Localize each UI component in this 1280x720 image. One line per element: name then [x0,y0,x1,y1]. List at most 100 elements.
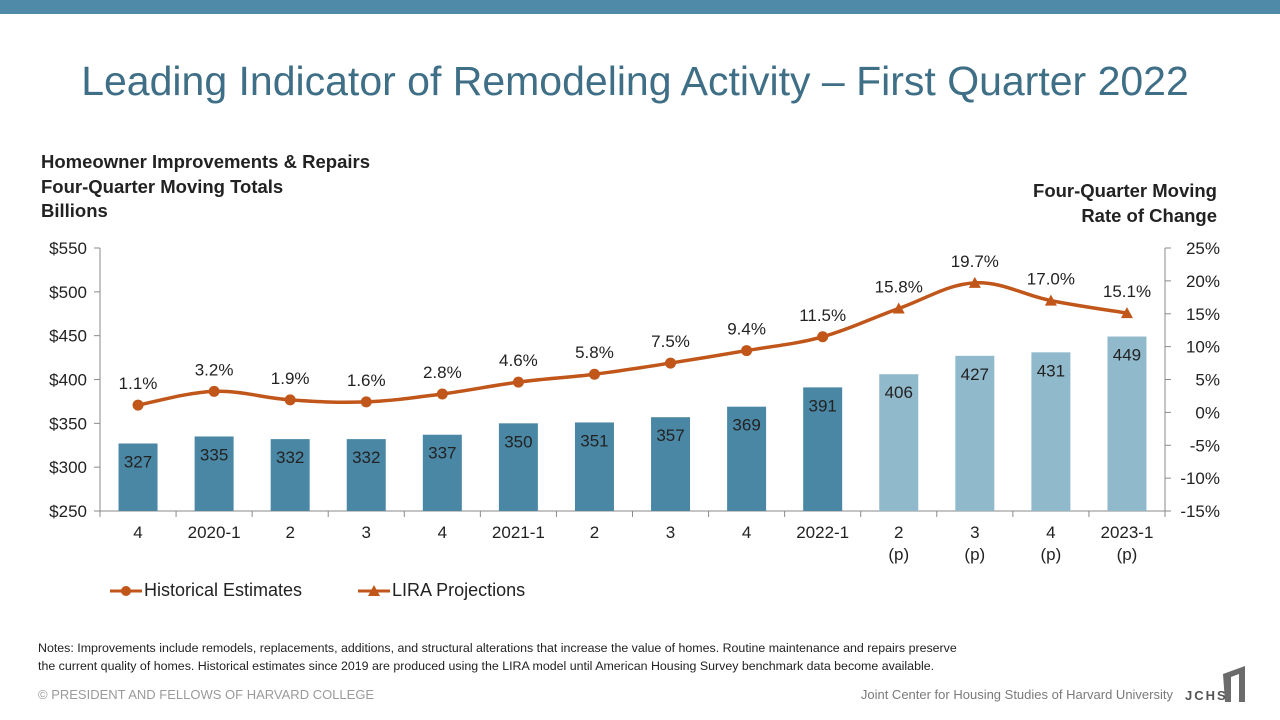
bar-value-label: 327 [124,452,152,471]
x-axis-category-label: 4 [742,523,751,542]
bar-value-label: 431 [1037,361,1065,380]
right-axis-tick-label: 15% [1186,305,1220,324]
historical-marker [817,331,829,343]
bar [422,434,462,511]
x-axis-category-label: 2021-1 [492,523,545,542]
bar-value-label: 335 [200,445,228,464]
projection-marker [968,276,981,288]
left-axis-tick-label: $550 [49,239,87,258]
notes-line1: Notes: Improvements include remodels, re… [38,641,957,655]
legend-item-historical: Historical Estimates [110,580,302,601]
x-axis-category-label: 2 [285,523,294,542]
rate-value-label: 4.6% [499,351,538,370]
historical-marker [436,388,448,400]
rate-value-label: 11.5% [799,306,846,325]
x-axis-category-label: 4 [133,523,142,542]
bar [574,422,614,511]
x-axis-category-label: 3 [362,523,371,542]
rate-value-label: 17.0% [1027,270,1075,289]
x-axis-category-label: 4 [1046,523,1055,542]
historical-marker [512,376,524,388]
left-axis-title-line2: Four-Quarter Moving Totals [41,175,284,197]
bar [118,443,158,511]
right-axis-tick-label: 20% [1186,272,1220,291]
chart-legend: Historical Estimates LIRA Projections [110,580,525,601]
right-axis-tick-label: -15% [1180,502,1220,521]
bar-value-label: 449 [1113,346,1141,365]
left-axis-tick-label: $500 [49,283,87,302]
legend-line-circle-icon [110,585,142,596]
right-axis-tick-label: 10% [1186,338,1220,357]
right-axis-title: Four-Quarter Moving Rate of Change [1033,179,1217,228]
bar-value-label: 332 [276,448,304,467]
legend-line-triangle-icon [358,584,391,596]
jchs-logo-text: JCHS [1185,688,1228,703]
left-axis-tick-label: $450 [49,327,87,346]
rate-value-label: 5.8% [575,343,614,362]
historical-marker [208,385,220,397]
bar [955,355,995,511]
x-axis-category-label: (p) [1117,545,1138,564]
historical-marker [132,399,144,411]
x-axis-category-label: 3 [666,523,675,542]
jchs-house-logo-icon [1223,666,1245,702]
rate-value-label: 2.8% [423,363,462,382]
historical-marker [741,345,753,357]
x-axis-category-label: (p) [1041,545,1062,564]
rate-value-label: 1.9% [271,369,310,388]
left-axis-tick-label: $400 [49,371,87,390]
right-axis-tick-label: 25% [1186,239,1220,258]
x-axis-category-label: 2 [894,523,903,542]
bar-value-label: 332 [352,448,380,467]
right-axis-title-line2: Rate of Change [1081,204,1217,226]
bar [1031,352,1071,511]
rate-value-label: 7.5% [651,332,690,351]
historical-marker [284,394,296,406]
bar-value-label: 350 [504,432,532,451]
bar [803,387,843,511]
x-axis-category-label: 2022-1 [796,523,849,542]
rate-of-change-line [137,281,1128,407]
footer-organization: Joint Center for Housing Studies of Harv… [860,687,1173,702]
right-axis-tick-label: -5% [1190,436,1220,455]
historical-marker [360,396,372,408]
bar-value-label: 406 [885,383,913,402]
legend-item-projections: LIRA Projections [358,580,525,601]
bar [727,406,767,511]
left-axis-title-line1: Homeowner Improvements & Repairs [41,151,370,172]
bar-value-label: 357 [656,426,684,445]
footer-copyright: © PRESIDENT AND FELLOWS OF HARVARD COLLE… [38,687,375,702]
left-axis-tick-label: $250 [49,502,87,521]
bar [1107,336,1147,511]
left-axis-title-line3: Billions [41,200,108,221]
rate-value-label: 9.4% [727,320,766,339]
x-axis-category-label: (p) [888,545,909,564]
bar [270,439,310,511]
x-axis-category-label: 2020-1 [188,523,241,542]
bar [194,436,234,511]
left-axis-tick-label: $300 [49,458,87,477]
historical-marker [665,357,677,369]
bar-value-label: 391 [808,396,836,415]
rate-value-label: 1.1% [119,374,158,393]
right-axis-title-line1: Four-Quarter Moving [1033,180,1217,201]
chart-notes: Notes: Improvements include remodels, re… [38,639,1168,675]
x-axis-category-label: 4 [438,523,447,542]
legend-label-projections: LIRA Projections [392,580,526,600]
right-axis-tick-label: 5% [1195,371,1220,390]
page-title: Leading Indicator of Remodeling Activity… [81,58,1189,104]
bar-value-label: 369 [732,416,760,435]
x-axis-category-label: 2023-1 [1100,523,1153,542]
notes-line2: the current quality of homes. Historical… [38,659,935,673]
left-axis-tick-label: $350 [49,414,87,433]
projection-marker [892,302,905,314]
rate-value-label: 19.7% [951,252,999,271]
bar-value-label: 427 [961,365,989,384]
right-axis-tick-label: -10% [1180,469,1220,488]
bar [879,374,919,511]
x-axis-category-label: 2 [590,523,599,542]
x-axis-category-label: 3 [970,523,979,542]
bar-value-label: 337 [428,444,456,463]
x-axis-category-label: (p) [964,545,985,564]
projection-marker [1044,294,1057,306]
